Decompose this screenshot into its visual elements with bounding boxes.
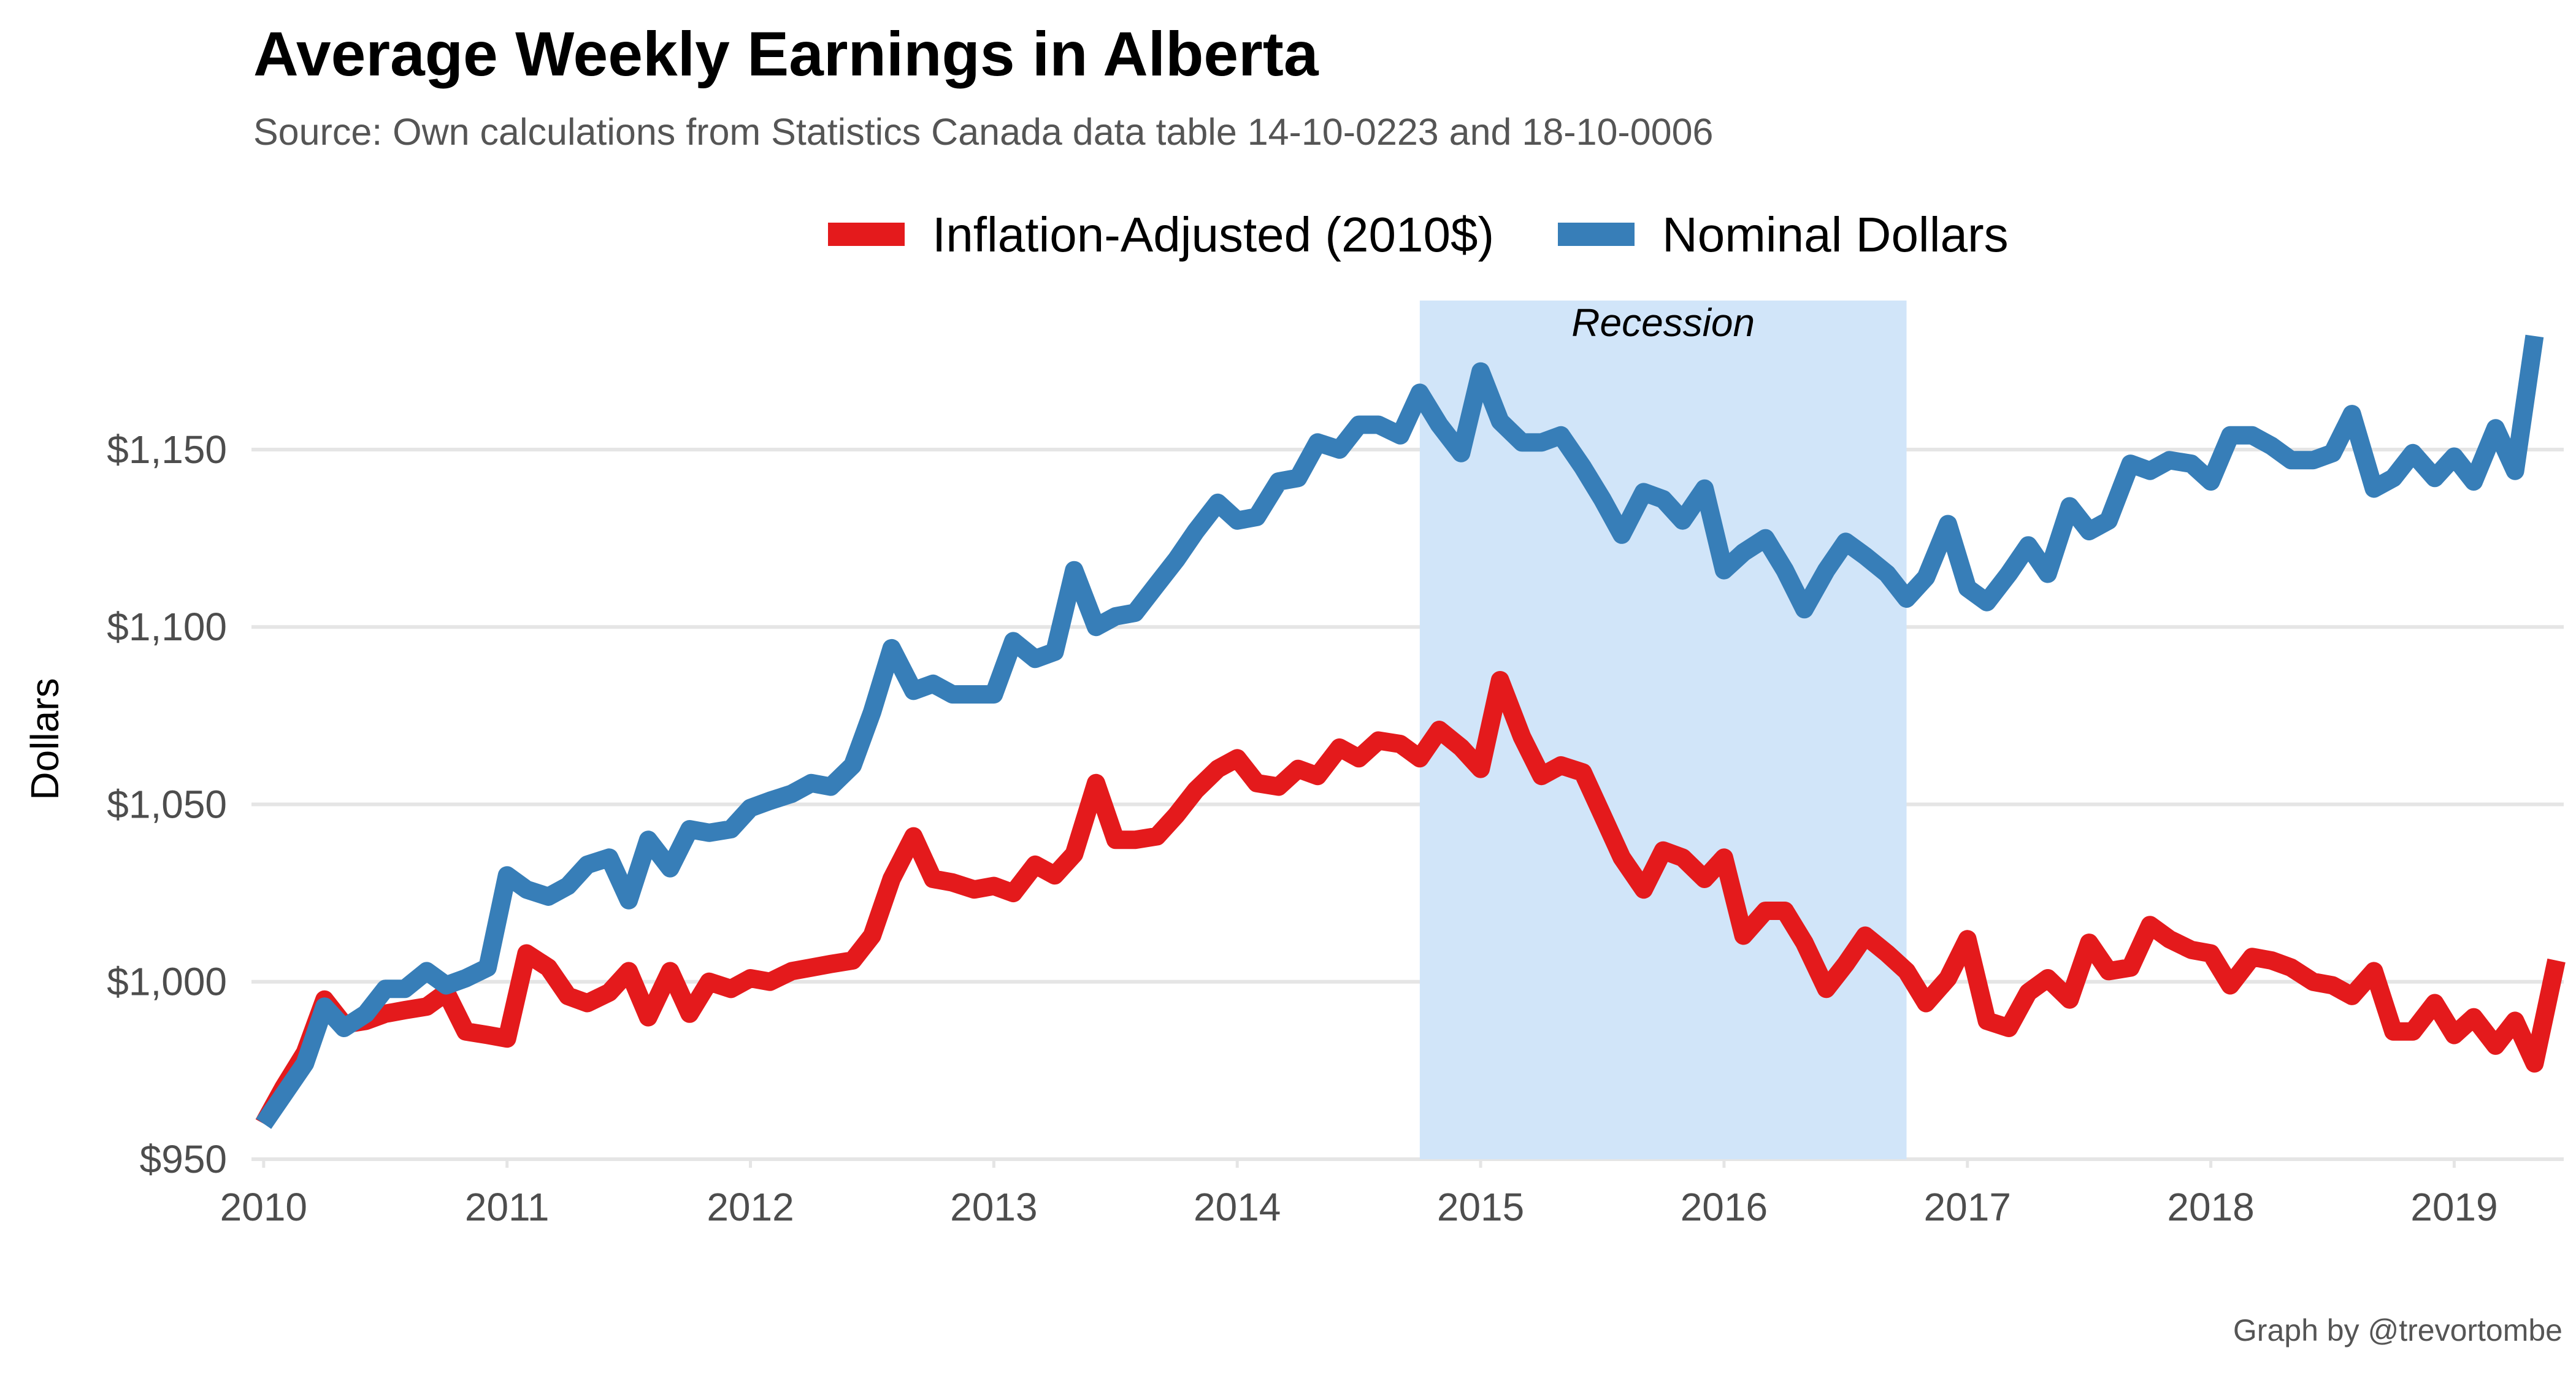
y-tick-label: $1,000 xyxy=(107,960,227,1004)
recession-label: Recession xyxy=(1571,301,1755,345)
x-tick-label: 2016 xyxy=(1681,1185,1768,1229)
chart-caption: Graph by @trevortombe xyxy=(2233,1313,2563,1347)
legend-label-1: Nominal Dollars xyxy=(1662,207,2009,262)
x-tick-label: 2014 xyxy=(1194,1185,1281,1229)
legend-label-0: Inflation-Adjusted (2010$) xyxy=(932,207,1494,262)
x-tick-label: 2015 xyxy=(1437,1185,1524,1229)
y-tick-label: $950 xyxy=(140,1137,227,1181)
x-tick-label: 2017 xyxy=(1924,1185,2011,1229)
recession-shading xyxy=(1419,301,1907,1159)
chart-subtitle: Source: Own calculations from Statistics… xyxy=(253,111,1714,153)
y-tick-label: $1,100 xyxy=(107,605,227,649)
y-axis-title: Dollars xyxy=(23,678,67,800)
series-lines xyxy=(255,334,2566,1129)
x-tick-label: 2018 xyxy=(2167,1185,2254,1229)
chart-title: Average Weekly Earnings in Alberta xyxy=(253,19,1319,89)
series-line-1 xyxy=(256,334,2544,1129)
x-tick-label: 2010 xyxy=(220,1185,307,1229)
x-tick-label: 2013 xyxy=(950,1185,1037,1229)
x-tick-label: 2019 xyxy=(2410,1185,2497,1229)
series-line-0 xyxy=(255,671,2566,1129)
gridlines xyxy=(251,447,2564,1168)
legend: Inflation-Adjusted (2010$) Nominal Dollar… xyxy=(828,207,2009,262)
x-tick-label: 2012 xyxy=(707,1185,794,1229)
legend-key-1 xyxy=(1558,223,1635,246)
y-tick-label: $1,050 xyxy=(107,782,227,826)
axes: $950 $1,000 $1,050 $1,100 $1,150 2010 2011 2012… xyxy=(107,427,2497,1229)
x-tick-label: 2011 xyxy=(465,1185,550,1229)
y-tick-label: $1,150 xyxy=(107,427,227,472)
recession-region: Recession xyxy=(1419,301,1907,1159)
legend-key-0 xyxy=(828,223,905,246)
